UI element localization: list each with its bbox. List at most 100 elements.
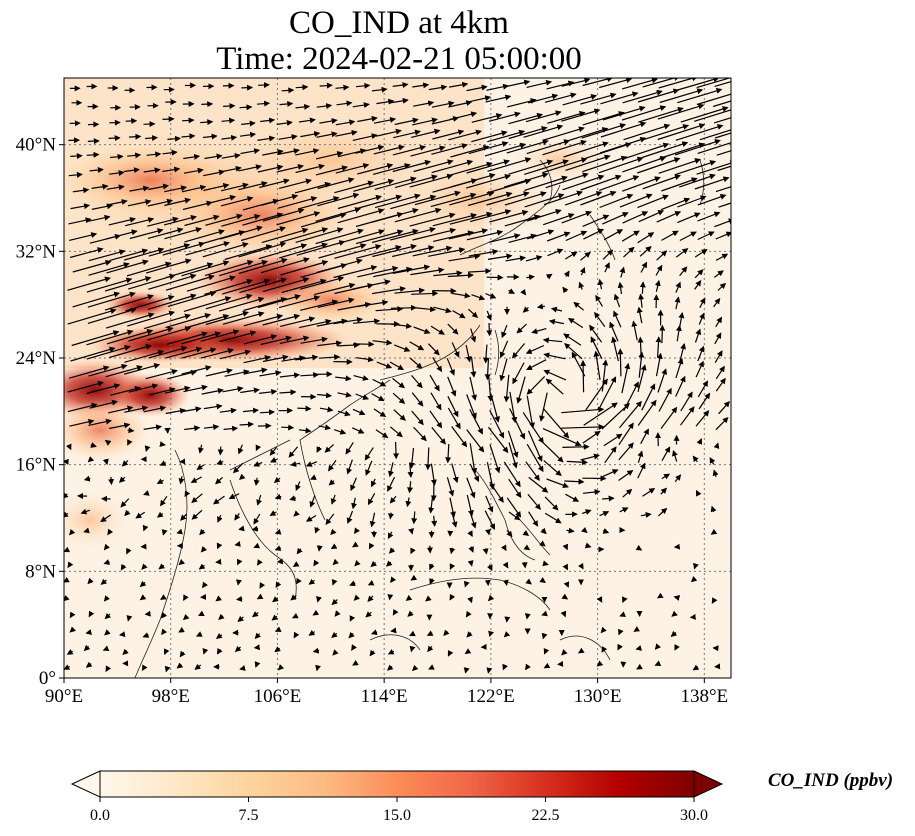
wind-arrow [561, 423, 605, 430]
wind-arrow [448, 253, 481, 262]
wind-arrow [509, 408, 526, 440]
wind-arrow [371, 228, 419, 244]
wind-arrow [88, 610, 95, 618]
wind-arrow [238, 257, 288, 275]
wind-arrow [466, 429, 485, 453]
wind-arrow [431, 159, 474, 174]
wind-arrow [488, 111, 521, 122]
wind-arrow [638, 210, 665, 223]
wind-arrow [563, 581, 570, 588]
wind-arrow [640, 511, 652, 518]
wind-arrow [564, 478, 585, 485]
wind-arrow [108, 135, 121, 142]
wind-arrow [178, 626, 185, 633]
wind-arrow [162, 149, 178, 156]
wind-arrow [315, 207, 362, 222]
wind-arrow [412, 664, 419, 672]
wind-arrow [167, 290, 217, 308]
wind-arrow [353, 594, 361, 601]
wind-arrow [563, 333, 582, 346]
wind-arrow [714, 350, 723, 364]
wind-arrow [599, 193, 634, 209]
wind-arrow [234, 645, 242, 653]
wind-arrow [67, 276, 111, 291]
wind-arrow [373, 408, 387, 418]
wind-arrow [257, 135, 276, 142]
wind-arrow [200, 329, 240, 342]
wind-arrow [621, 362, 631, 394]
wind-arrow [126, 547, 132, 555]
wind-arrow [638, 351, 645, 378]
wind-arrow [431, 427, 446, 445]
wind-arrow [637, 232, 655, 244]
colorbar-tick-label: 22.5 [532, 807, 560, 824]
wind-arrow [482, 548, 489, 555]
wind-arrow [388, 462, 394, 478]
wind-arrow [674, 296, 681, 310]
wind-arrow [350, 477, 357, 492]
wind-arrow [714, 270, 724, 278]
wind-arrow [178, 558, 186, 566]
wind-arrow [448, 81, 469, 88]
wind-arrow [413, 306, 436, 313]
wind-arrow [353, 178, 395, 192]
wind-arrow [508, 112, 544, 125]
wind-arrow [314, 282, 356, 296]
wind-arrow [258, 82, 270, 89]
wind-arrow [312, 647, 320, 654]
wind-arrow [64, 546, 71, 553]
wind-arrow [561, 108, 601, 122]
wind-arrow [677, 78, 720, 91]
wind-arrow [447, 407, 461, 430]
wind-arrow [239, 277, 288, 294]
wind-arrow [316, 545, 323, 552]
wind-arrow [661, 230, 679, 241]
wind-arrow [89, 399, 118, 409]
wind-arrow [598, 376, 617, 409]
wind-arrow [91, 203, 114, 210]
wind-arrow [335, 84, 350, 91]
wind-arrow [296, 240, 346, 256]
wind-arrow [181, 331, 222, 345]
wind-arrow [499, 358, 508, 382]
wind-arrow [253, 513, 261, 525]
wind-arrow [411, 511, 418, 525]
wind-arrow [694, 328, 702, 343]
wind-arrow [539, 392, 548, 422]
wind-arrow [183, 153, 201, 160]
wind-arrow [294, 181, 331, 194]
y-tick-label: 16°N [16, 455, 57, 476]
wind-arrow [85, 629, 92, 636]
wind-arrow [562, 174, 605, 191]
wind-arrow [280, 316, 316, 327]
wind-arrow [692, 455, 699, 463]
wind-arrow [619, 507, 629, 513]
wind-arrow [448, 129, 482, 141]
wind-arrow [677, 195, 707, 208]
wind-arrow [507, 98, 537, 108]
wind-arrow [550, 306, 563, 313]
wind-arrow [410, 547, 416, 555]
wind-arrow [205, 213, 243, 226]
wind-arrow [127, 152, 142, 159]
wind-arrow [355, 393, 370, 400]
wind-arrow [281, 278, 327, 294]
y-tick-label: 8°N [25, 561, 56, 582]
wind-arrow [276, 164, 304, 173]
wind-arrow [352, 541, 359, 548]
wind-arrow [542, 126, 585, 141]
wind-arrow [256, 100, 271, 107]
wind-arrow [351, 644, 357, 651]
colorbar-extend-high [693, 770, 724, 798]
wind-arrow [119, 631, 126, 638]
wind-arrow [524, 159, 569, 175]
wind-arrow [622, 211, 649, 224]
wind-arrow [622, 89, 663, 104]
wind-arrow [543, 408, 570, 439]
wind-arrow [364, 447, 374, 461]
wind-arrow [621, 176, 661, 192]
wind-arrow [546, 231, 571, 242]
wind-arrow [147, 227, 184, 239]
wind-arrow [387, 648, 395, 655]
x-tick-label: 114°E [361, 686, 408, 707]
